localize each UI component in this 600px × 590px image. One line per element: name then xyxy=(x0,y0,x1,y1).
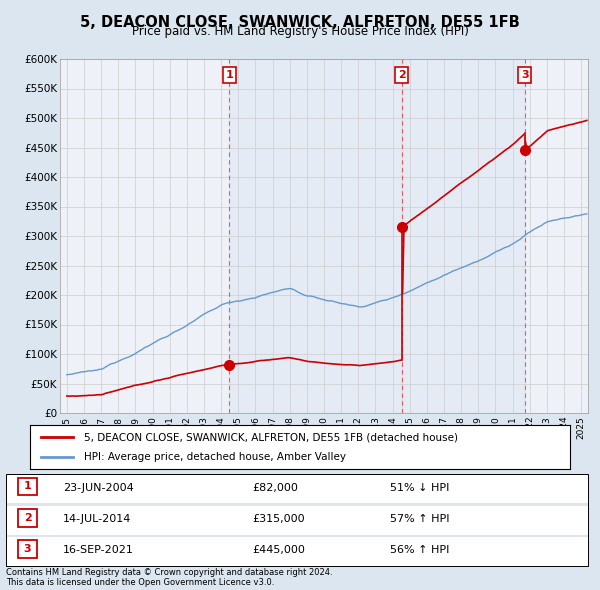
Text: £315,000: £315,000 xyxy=(252,514,305,524)
Text: 1: 1 xyxy=(24,481,31,491)
Text: 16-SEP-2021: 16-SEP-2021 xyxy=(63,545,134,555)
Text: 5, DEACON CLOSE, SWANWICK, ALFRETON, DE55 1FB: 5, DEACON CLOSE, SWANWICK, ALFRETON, DE5… xyxy=(80,15,520,30)
Text: 3: 3 xyxy=(24,544,31,554)
Text: Price paid vs. HM Land Registry's House Price Index (HPI): Price paid vs. HM Land Registry's House … xyxy=(131,25,469,38)
Text: 56% ↑ HPI: 56% ↑ HPI xyxy=(390,545,449,555)
Text: 14-JUL-2014: 14-JUL-2014 xyxy=(63,514,131,524)
Bar xyxy=(402,59,525,413)
Bar xyxy=(229,59,402,413)
Text: HPI: Average price, detached house, Amber Valley: HPI: Average price, detached house, Ambe… xyxy=(84,452,346,461)
Text: £445,000: £445,000 xyxy=(252,545,305,555)
Text: 23-JUN-2004: 23-JUN-2004 xyxy=(63,483,134,493)
Text: 2: 2 xyxy=(398,70,406,80)
Text: 2: 2 xyxy=(24,513,31,523)
Text: £82,000: £82,000 xyxy=(252,483,298,493)
Text: 5, DEACON CLOSE, SWANWICK, ALFRETON, DE55 1FB (detached house): 5, DEACON CLOSE, SWANWICK, ALFRETON, DE5… xyxy=(84,432,458,442)
Text: Contains HM Land Registry data © Crown copyright and database right 2024.
This d: Contains HM Land Registry data © Crown c… xyxy=(6,568,332,587)
Text: 57% ↑ HPI: 57% ↑ HPI xyxy=(390,514,449,524)
Text: 3: 3 xyxy=(521,70,529,80)
Text: 51% ↓ HPI: 51% ↓ HPI xyxy=(390,483,449,493)
Text: 1: 1 xyxy=(226,70,233,80)
